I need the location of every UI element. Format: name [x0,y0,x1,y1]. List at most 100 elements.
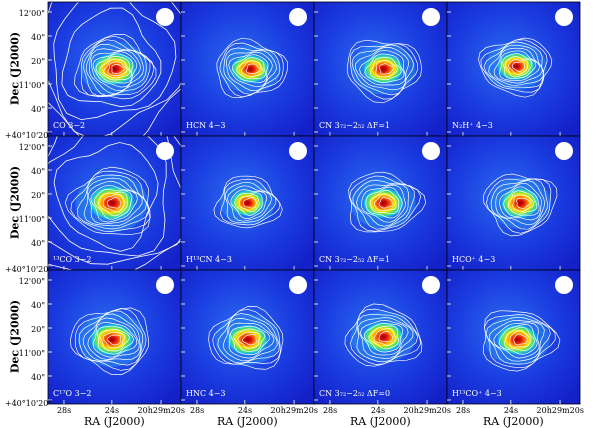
intensity-contour [76,174,150,230]
intensity-contour [363,323,404,353]
intensity-contour [482,173,558,237]
y-tick-label: 40" [31,105,45,114]
beam-marker [156,142,174,160]
y-tick-label: 20" [31,57,45,66]
intensity-contour [107,196,122,209]
intensity-contour [493,322,540,359]
intensity-contour [502,53,537,80]
intensity-contour [92,51,138,88]
intensity-contour [238,194,260,213]
channel-map-panel [180,269,315,405]
x-axis-label: RA (J2000) [483,415,544,428]
y-tick-label: 11'00" [18,215,45,224]
y-tick-label: 20" [31,191,45,200]
intensity-contour [225,181,277,224]
intensity-contour [480,39,548,93]
y-tick-label: 12'00" [18,143,45,152]
beam-marker [422,142,440,160]
intensity-contour [512,194,535,212]
y-axis-label: Dec (J2000) [8,165,22,240]
panel-line-label: HCO⁺ 4−3 [452,255,496,264]
outer-contour [48,2,181,136]
beam-marker [289,142,307,160]
x-tick-label: 24s [237,406,253,415]
intensity-contour [212,308,281,365]
intensity-contour [495,180,546,226]
intensity-contour [369,189,400,215]
beam-marker [555,276,573,294]
channel-map-panel [313,1,448,137]
panel-line-label: H¹³CN 4−3 [186,255,232,264]
intensity-contour [98,191,128,217]
channel-map-panel [446,269,581,405]
x-tick-label: 24s [104,406,120,415]
intensity-contour [489,320,545,362]
panel-frame [446,269,581,405]
intensity-contour [478,37,553,98]
intensity-contour [228,322,275,359]
intensity-contour [227,185,273,222]
channel-map-panel [47,269,182,405]
outer-contour [48,136,181,265]
intensity-contour [378,197,394,209]
x-tick-label: 20h29m20s [270,406,318,415]
intensity-contour [90,184,138,223]
intensity-contour [374,193,397,212]
intensity-contour [82,313,141,362]
intensity-contour [96,326,134,355]
outer-contour [48,136,181,270]
intensity-contour [513,333,528,346]
intensity-contour [242,334,257,346]
intensity-contour [375,60,399,78]
intensity-contour [107,61,128,76]
intensity-contour [228,51,273,88]
panel-line-label: HCN 4−3 [186,121,226,130]
beam-marker [422,276,440,294]
channel-map-panel [446,1,581,137]
intensity-contour [90,50,141,91]
x-axis-label: RA (J2000) [84,415,145,428]
intensity-contour [364,53,405,83]
panel-line-label: HNC 4−3 [186,389,226,398]
intensity-contour [95,53,134,84]
intensity-contour [230,325,270,355]
intensity-contour [373,327,397,346]
intensity-contour [509,329,532,348]
intensity-contour [516,197,531,209]
y-tick-label: 40" [31,167,45,176]
panel-line-label: CN 3₇₂−2₅₂ ΔF=0 [319,389,391,398]
intensity-contour [359,320,409,356]
intensity-contour [508,59,529,75]
x-tick-label: 20h29m20s [403,406,451,415]
intensity-contour [242,197,257,209]
outer-contour [61,7,162,108]
intensity-contour [64,166,151,236]
channel-map-panel [446,135,581,271]
panel-line-label: CN 3₇₂−2₅₂ ΔF=1 [319,255,391,264]
intensity-contour [87,317,140,360]
intensity-contour [111,63,125,74]
y-tick-label: 11'00" [18,81,45,90]
channel-map-panel [313,135,448,271]
outer-contour [48,136,167,257]
channel-map-panel [180,135,315,271]
outer-contour [53,2,177,121]
intensity-contour [94,188,133,220]
x-tick-label: 24s [370,406,386,415]
y-axis-label: Dec (J2000) [8,299,22,374]
intensity-contour [356,183,409,227]
panel-line-label: N₂H⁺ 4−3 [452,121,493,130]
intensity-contour [70,307,149,375]
intensity-contour [348,171,427,233]
intensity-contour [504,326,535,351]
intensity-contour [378,63,394,75]
beam-marker [156,8,174,26]
intensity-contour [88,181,143,225]
intensity-contour [503,186,540,217]
outer-contour [53,142,159,252]
intensity-contour [370,57,402,81]
x-axis-label: RA (J2000) [217,415,278,428]
x-tick-label: 20h29m20s [536,406,584,415]
panel-line-label: C¹⁷O 3−2 [53,389,92,398]
